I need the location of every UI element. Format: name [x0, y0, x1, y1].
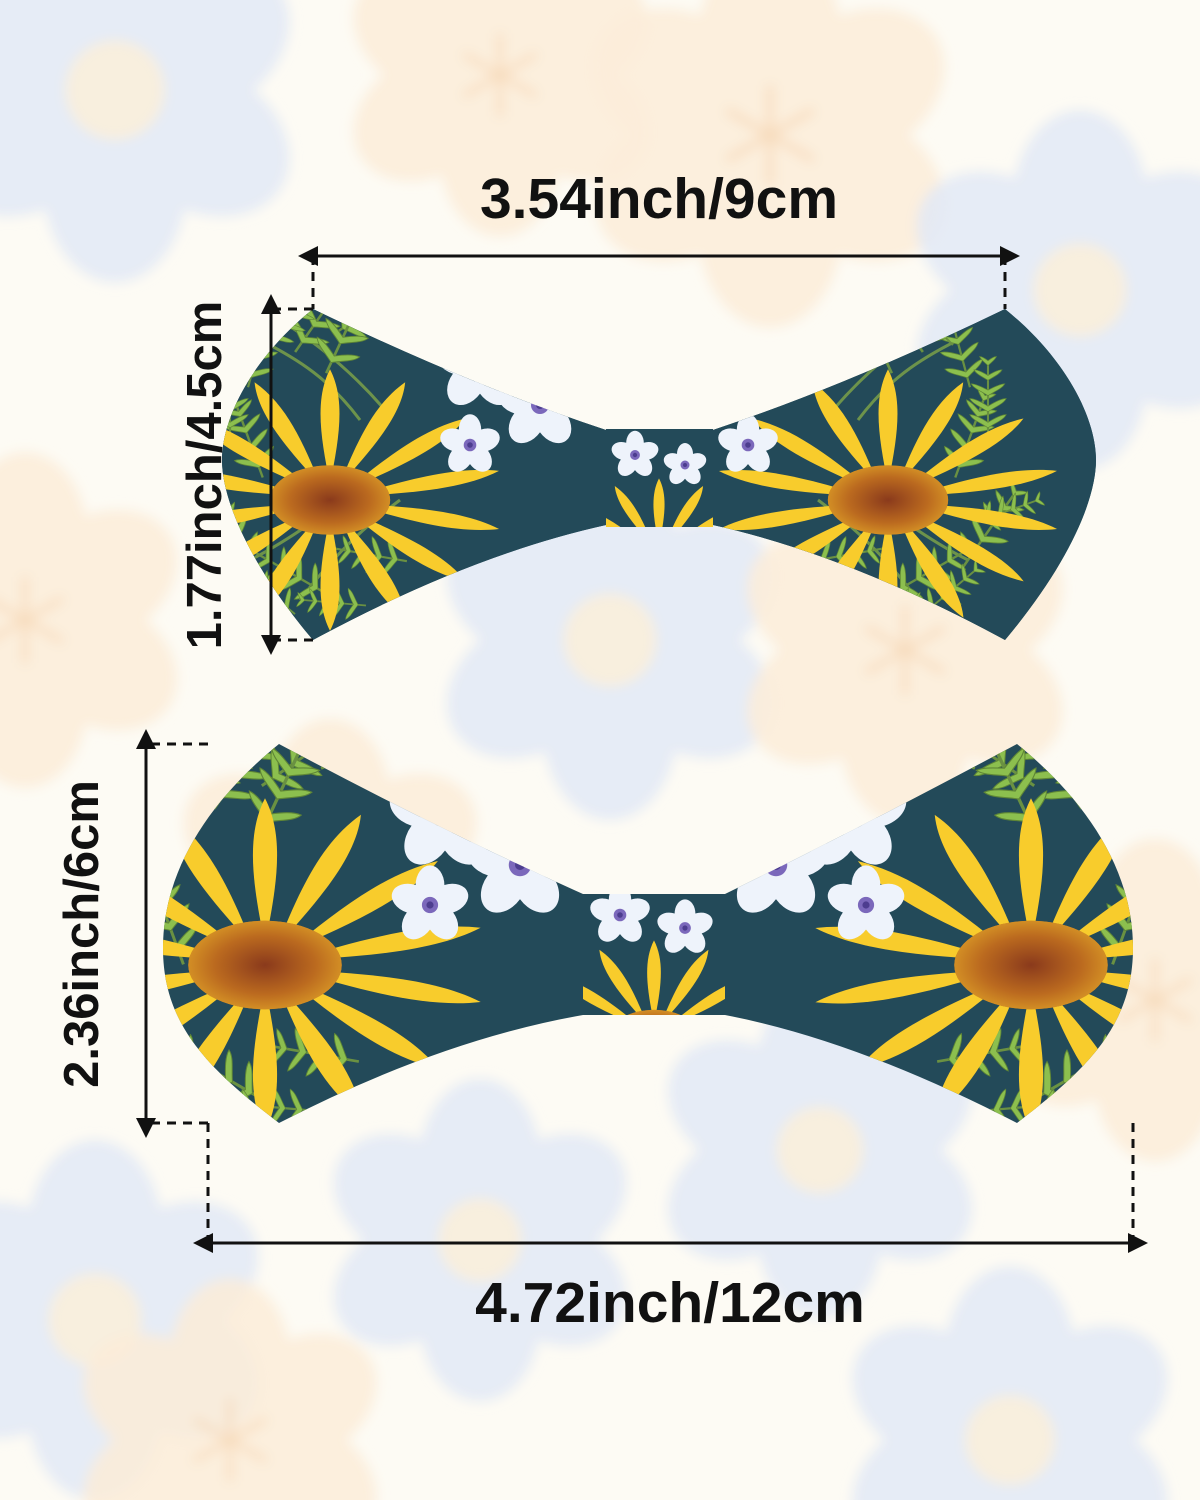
svg-text:1.77inch/4.5cm: 1.77inch/4.5cm — [178, 301, 232, 650]
svg-text:2.36inch/6cm: 2.36inch/6cm — [55, 780, 109, 1088]
svg-text:4.72inch/12cm: 4.72inch/12cm — [475, 1271, 865, 1335]
svg-text:3.54inch/9cm: 3.54inch/9cm — [480, 167, 838, 231]
